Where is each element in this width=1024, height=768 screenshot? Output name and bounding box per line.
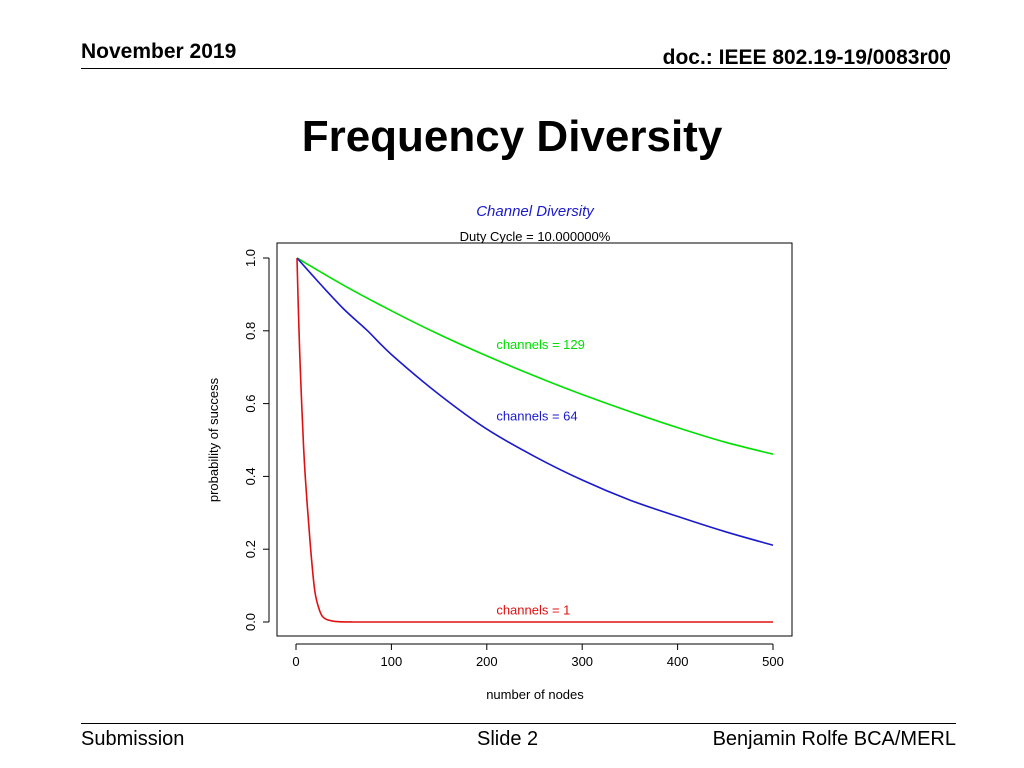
x-axis-label: number of nodes bbox=[486, 687, 584, 702]
chart-subtitle: Duty Cycle = 10.000000% bbox=[460, 229, 611, 244]
footer-submission: Submission bbox=[81, 728, 185, 750]
x-tick-label: 0 bbox=[292, 654, 299, 669]
series-annotation: channels = 1 bbox=[496, 603, 570, 618]
x-tick-label: 300 bbox=[571, 654, 593, 669]
line-chart: Channel Diversity Duty Cycle = 10.000000… bbox=[206, 203, 793, 702]
series-layer bbox=[296, 257, 774, 623]
footer-slide-number: Slide 2 bbox=[477, 728, 539, 750]
header-date: November 2019 bbox=[81, 40, 237, 63]
y-tick-label: 0.2 bbox=[243, 540, 258, 558]
x-tick-label: 500 bbox=[762, 654, 784, 669]
x-tick-label: 100 bbox=[381, 654, 403, 669]
series-annotation: channels = 64 bbox=[496, 409, 577, 424]
chart-container: Channel Diversity Duty Cycle = 10.000000… bbox=[190, 192, 810, 712]
slide-title: Frequency Diversity bbox=[301, 112, 723, 161]
y-tick-label: 0.0 bbox=[243, 613, 258, 631]
y-tick-label: 0.4 bbox=[243, 467, 258, 485]
header-divider bbox=[81, 68, 947, 69]
series-line-0 bbox=[296, 257, 774, 455]
series-line-2 bbox=[296, 257, 773, 623]
plot-frame bbox=[276, 242, 793, 637]
y-tick-label: 0.8 bbox=[243, 322, 258, 340]
chart-title: Channel Diversity bbox=[476, 203, 595, 220]
header-doc-id: doc.: IEEE 802.19-19/0083r00 bbox=[662, 46, 951, 69]
footer-divider bbox=[81, 723, 956, 724]
annotation-layer: channels = 129 channels = 64 channels = 1 bbox=[496, 337, 585, 618]
x-axis: 0 100 200 300 400 500 bbox=[292, 643, 784, 669]
y-tick-label: 1.0 bbox=[243, 249, 258, 267]
series-annotation: channels = 129 bbox=[496, 337, 585, 352]
footer-author: Benjamin Rolfe BCA/MERL bbox=[712, 728, 956, 750]
x-tick-label: 200 bbox=[476, 654, 498, 669]
series-line-1 bbox=[296, 257, 774, 546]
y-axis-label: probability of success bbox=[206, 377, 221, 502]
y-axis: 0.0 0.2 0.4 0.6 0.8 1.0 bbox=[243, 249, 270, 631]
x-tick-label: 400 bbox=[667, 654, 689, 669]
y-tick-label: 0.6 bbox=[243, 395, 258, 413]
